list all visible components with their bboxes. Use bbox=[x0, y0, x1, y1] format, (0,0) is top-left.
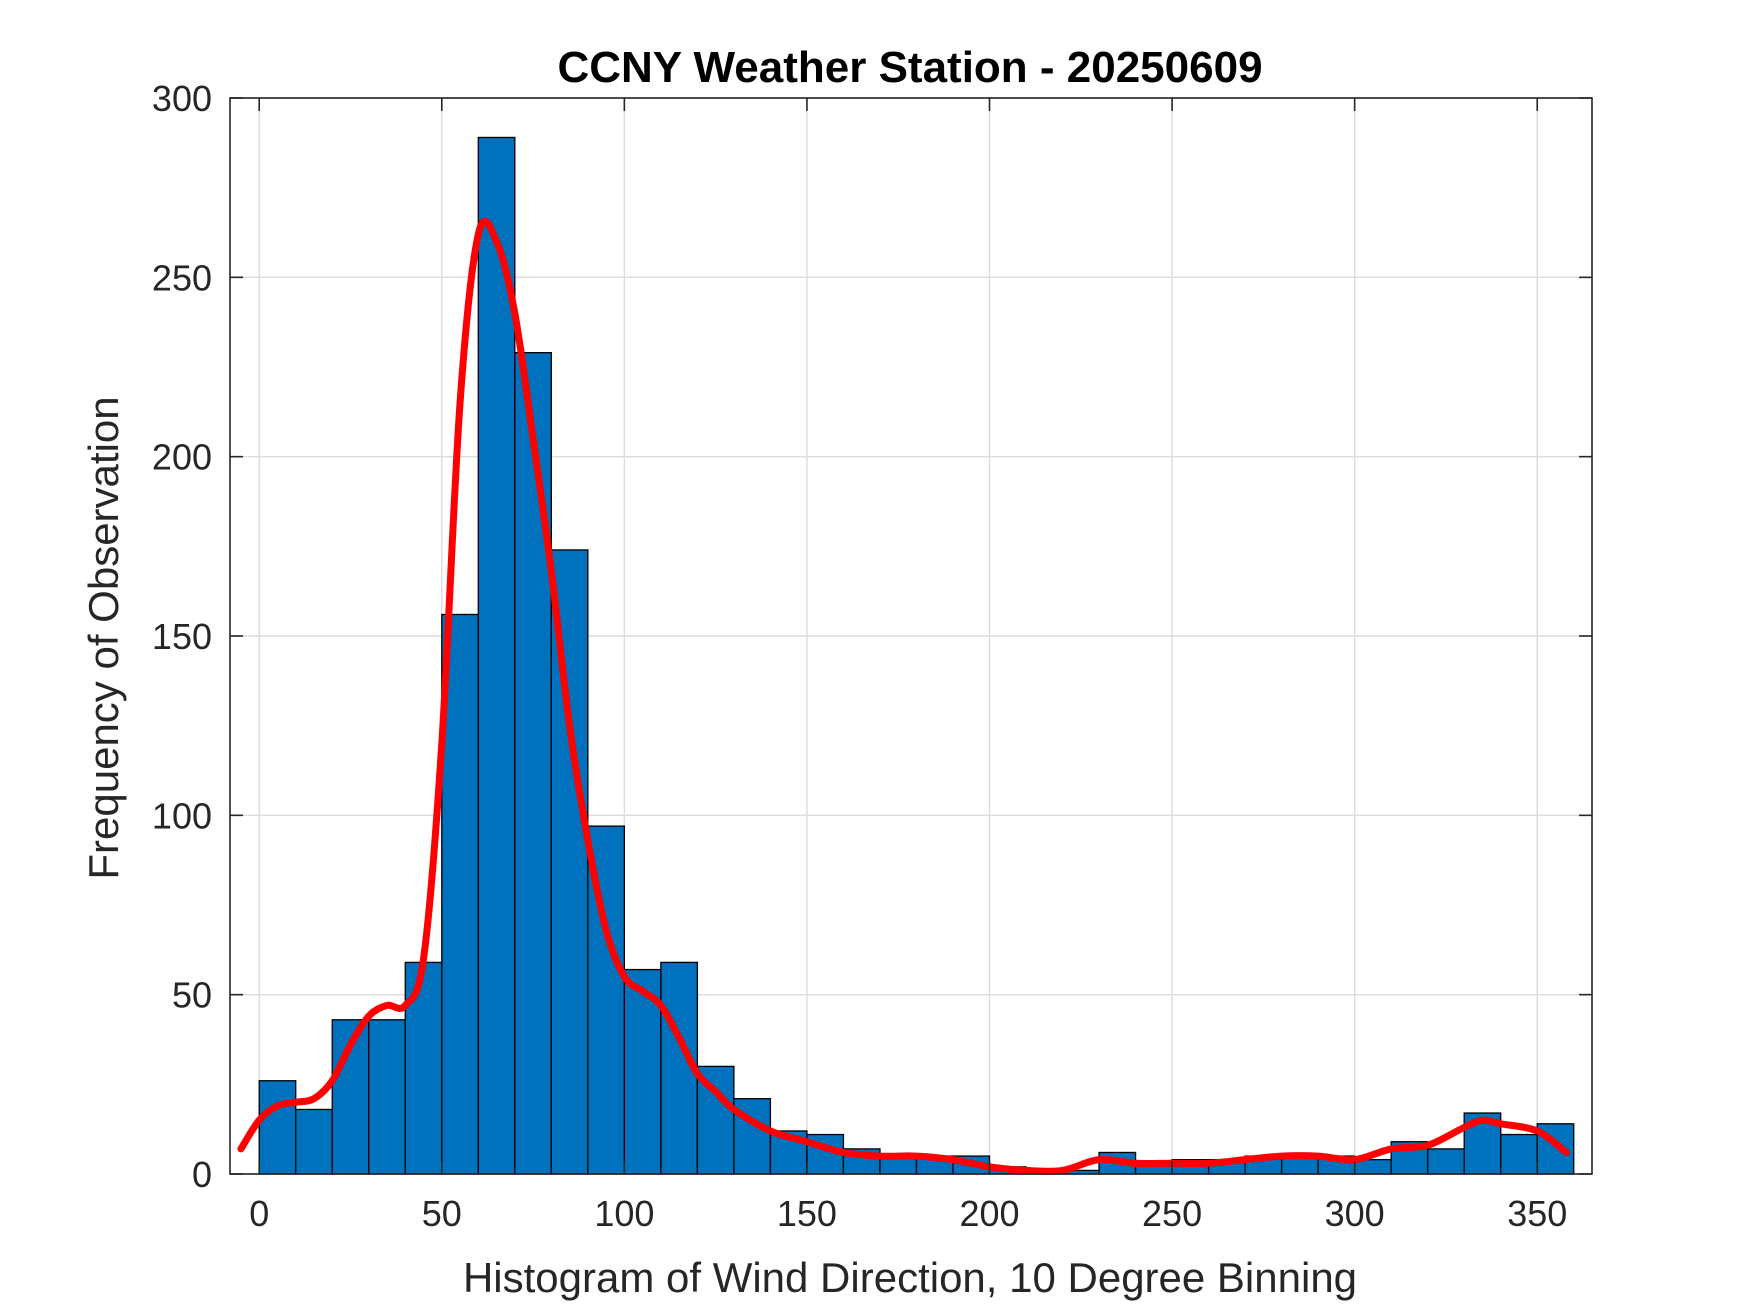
y-tick-label: 50 bbox=[172, 975, 212, 1016]
histogram-bar bbox=[295, 1108, 333, 1175]
histogram-bar bbox=[1500, 1133, 1538, 1175]
x-tick-label: 150 bbox=[777, 1193, 837, 1234]
y-tick-label: 250 bbox=[152, 257, 212, 298]
x-axis-label: Histogram of Wind Direction, 10 Degree B… bbox=[463, 1254, 1357, 1301]
y-tick-label: 0 bbox=[192, 1154, 212, 1195]
x-tick-label: 200 bbox=[959, 1193, 1019, 1234]
histogram-bar bbox=[404, 961, 443, 1175]
histogram-bar bbox=[514, 352, 552, 1175]
histogram-bar bbox=[258, 1080, 297, 1175]
chart-title: CCNY Weather Station - 20250609 bbox=[557, 43, 1262, 92]
density-curve-layer bbox=[237, 217, 1570, 1175]
x-tick-label: 100 bbox=[594, 1193, 654, 1234]
x-tick-label: 350 bbox=[1507, 1193, 1567, 1234]
y-tick-label: 300 bbox=[152, 78, 212, 119]
x-tick-label: 250 bbox=[1142, 1193, 1202, 1234]
histogram-bar bbox=[550, 549, 589, 1175]
density-curve bbox=[237, 217, 1570, 1175]
y-axis-label: Frequency of Observation bbox=[80, 396, 127, 879]
x-tick-label: 0 bbox=[249, 1193, 269, 1234]
x-tick-label: 300 bbox=[1325, 1193, 1385, 1234]
y-tick-label: 150 bbox=[152, 616, 212, 657]
y-tick-label: 200 bbox=[152, 437, 212, 478]
tick-marks bbox=[230, 97, 1592, 1175]
histogram-bar bbox=[1427, 1148, 1465, 1175]
x-tick-label: 50 bbox=[422, 1193, 462, 1234]
x-tick-labels: 0 50 100 150 200 250 300 350 bbox=[249, 1193, 1567, 1234]
y-tick-labels: 0 50 100 150 200 250 300 bbox=[152, 78, 212, 1195]
y-tick-label: 100 bbox=[152, 795, 212, 836]
histogram-bar bbox=[368, 1019, 406, 1175]
